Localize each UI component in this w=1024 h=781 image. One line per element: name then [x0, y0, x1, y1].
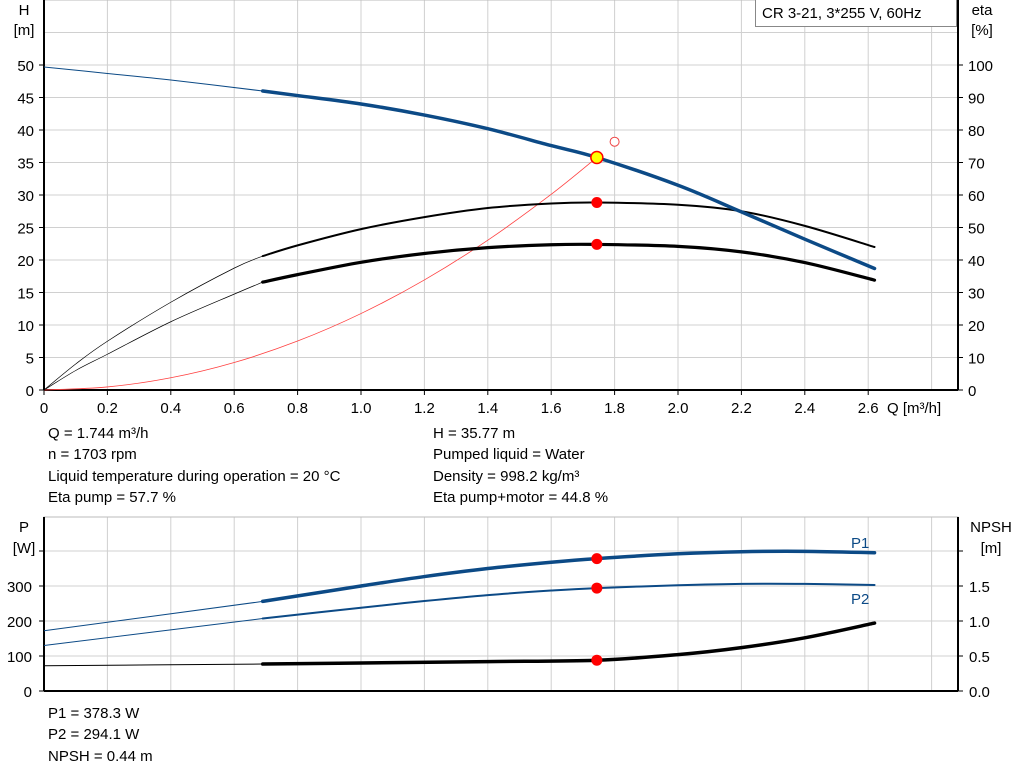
y2-tick-label: 70	[968, 156, 985, 173]
y2-tick-label: 90	[968, 91, 985, 108]
y2-tick-label: 60	[968, 188, 985, 205]
y-tick-label: 200	[7, 614, 32, 631]
x-tick-label: 1.6	[541, 400, 562, 417]
y2-tick-label: 40	[968, 253, 985, 270]
x-tick-label: 2.4	[794, 400, 815, 417]
x-axis-label: Q [m³/h]	[887, 400, 941, 417]
head-line	[260, 89, 877, 271]
y-tick-label: 10	[17, 318, 34, 335]
info-eta-total: Eta pump+motor = 44.8 %	[433, 489, 609, 506]
y-tick-label: 35	[17, 156, 34, 173]
y-axis-label: P	[19, 519, 29, 536]
y2-tick-label: 0.5	[969, 649, 990, 666]
y-tick-label: 300	[7, 579, 32, 596]
p2-duty-marker	[591, 582, 603, 594]
p2-extrapolated-line	[43, 618, 263, 646]
y-tick-label: 45	[17, 91, 34, 108]
y-axis-unit: [m]	[14, 22, 35, 39]
y-axis-label: H	[19, 2, 30, 19]
p2-line	[261, 582, 876, 620]
system-curve-line	[43, 157, 598, 391]
legend-title: CR 3-21, 3*255 V, 60Hz	[755, 0, 957, 27]
x-tick-label: 2.2	[731, 400, 752, 417]
x-tick-label: 0	[40, 400, 48, 417]
requested-point-marker	[609, 136, 620, 147]
y-tick-label: 20	[17, 253, 34, 270]
info-head: H = 35.77 m	[433, 425, 516, 442]
p1-line	[260, 549, 877, 604]
p2-series-label: P2	[851, 591, 869, 608]
eta-pump-motor-duty-marker	[591, 238, 603, 250]
y2-axis-unit: [m]	[981, 540, 1002, 557]
y2-tick-label: 20	[968, 318, 985, 335]
y2-axis-label: eta	[972, 2, 994, 19]
y-tick-label: 0	[26, 383, 34, 400]
x-tick-label: 1.4	[477, 400, 498, 417]
y-tick-label: 100	[7, 649, 32, 666]
npsh-extrapolated-line	[43, 663, 263, 667]
p1-extrapolated-line	[43, 600, 263, 632]
y-tick-label: 50	[17, 58, 34, 75]
info-temperature: Liquid temperature during operation = 20…	[48, 468, 341, 485]
info-liquid: Pumped liquid = Water	[433, 446, 585, 463]
npsh-duty-marker	[591, 654, 603, 666]
y2-tick-label: 100	[968, 58, 993, 75]
eta-pump-duty-marker	[591, 196, 603, 208]
y2-tick-label: 30	[968, 286, 985, 303]
p1-duty-marker	[591, 553, 603, 565]
y2-axis-label: NPSH	[970, 519, 1012, 536]
y2-axis-unit: [%]	[971, 22, 993, 39]
eta-pump-motor-line	[261, 242, 877, 284]
info-p2: P2 = 294.1 W	[48, 726, 140, 743]
p1-series-label: P1	[851, 535, 869, 552]
y2-tick-label: 10	[968, 351, 985, 368]
duty-point-marker	[590, 150, 604, 165]
y-tick-label: 25	[17, 221, 34, 238]
npsh-line	[260, 621, 877, 666]
y-tick-label: 40	[17, 123, 34, 140]
y2-tick-label: 0	[968, 383, 976, 400]
info-npsh: NPSH = 0.44 m	[48, 748, 153, 765]
x-tick-label: 1.8	[604, 400, 625, 417]
y-tick-label: 5	[26, 351, 34, 368]
head-extrapolated-line	[43, 66, 263, 92]
x-tick-label: 2.0	[668, 400, 689, 417]
x-tick-label: 0.6	[224, 400, 245, 417]
eta-pump-motor-extrapolated-line	[43, 281, 263, 391]
y-tick-label: 30	[17, 188, 34, 205]
info-p1: P1 = 378.3 W	[48, 705, 140, 722]
x-tick-label: 1.0	[351, 400, 372, 417]
y2-tick-label: 0.0	[969, 684, 990, 701]
y2-tick-label: 1.5	[969, 579, 990, 596]
eta-pump-extrapolated-line	[43, 255, 263, 391]
x-tick-label: 1.2	[414, 400, 435, 417]
y-axis-unit: [W]	[13, 540, 36, 557]
x-tick-label: 0.2	[97, 400, 118, 417]
x-tick-label: 0.4	[160, 400, 181, 417]
y2-tick-label: 80	[968, 123, 985, 140]
info-density: Density = 998.2 kg/m³	[433, 468, 580, 485]
eta-pump-line	[261, 201, 876, 258]
y2-tick-label: 50	[968, 221, 985, 238]
y-tick-label: 15	[17, 286, 34, 303]
info-eta-pump: Eta pump = 57.7 %	[48, 489, 176, 506]
info-speed: n = 1703 rpm	[48, 446, 137, 463]
y-tick-label: 0	[24, 684, 32, 701]
x-tick-label: 0.8	[287, 400, 308, 417]
info-q: Q = 1.744 m³/h	[48, 425, 149, 442]
x-tick-label: 2.6	[858, 400, 879, 417]
y2-tick-label: 1.0	[969, 614, 990, 631]
